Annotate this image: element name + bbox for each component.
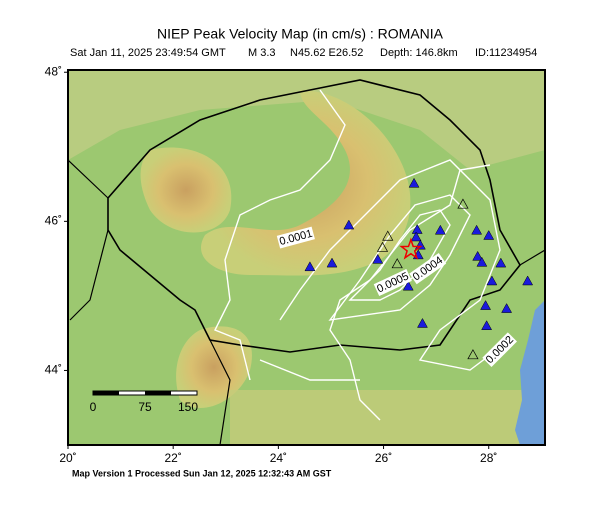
station xyxy=(372,253,384,264)
station xyxy=(480,300,491,310)
station xyxy=(476,256,488,267)
station xyxy=(343,219,355,230)
footer: Map Version 1 Processed Sun Jan 12, 2025… xyxy=(72,468,332,478)
subtitle-part: M 3.3 xyxy=(248,47,276,59)
bulgaria-relief xyxy=(230,390,545,445)
contour-label-bg xyxy=(373,269,412,297)
station xyxy=(481,320,493,330)
contour-0.0005 xyxy=(348,209,451,301)
scale-label: 0 xyxy=(90,400,97,414)
y-tick-label: 48˚ xyxy=(45,64,62,78)
black-sea xyxy=(515,300,545,445)
map-title: NIEP Peak Velocity Map (in cm/s) : ROMAN… xyxy=(157,26,444,42)
subtitle: Sat Jan 11, 2025 23:49:54 GMT M 3.3 N45.62… xyxy=(70,47,537,59)
station xyxy=(472,250,484,261)
station-open xyxy=(457,198,469,209)
scale-label: 150 xyxy=(178,400,198,414)
subtitle-part: Sat Jan 11, 2025 23:49:54 GMT xyxy=(70,47,226,59)
scale-label: 75 xyxy=(138,400,152,414)
borders xyxy=(68,159,545,445)
station-open xyxy=(467,349,479,360)
subtitle-part: Depth: 146.8km xyxy=(380,47,458,59)
scale-bar xyxy=(92,390,198,396)
map-frame xyxy=(67,69,546,446)
station-open xyxy=(376,241,389,252)
station xyxy=(410,231,422,242)
station xyxy=(471,224,483,235)
x-tick-label: 20˚ xyxy=(59,451,76,465)
epicenter xyxy=(399,237,423,260)
station-open xyxy=(391,258,403,269)
station xyxy=(522,275,534,286)
romania-border xyxy=(107,79,521,353)
x-tick-label: 26˚ xyxy=(375,451,392,465)
station xyxy=(495,257,507,268)
station xyxy=(326,257,338,268)
station xyxy=(408,177,420,188)
carpathians xyxy=(201,90,411,276)
subtitle-part: N45.62 E26.52 xyxy=(290,47,363,59)
subtitle-part: ID:11234954 xyxy=(475,47,537,59)
station xyxy=(402,280,414,291)
contour-label-bg xyxy=(276,226,315,249)
y-tick-label: 46˚ xyxy=(45,214,62,228)
station xyxy=(483,229,495,240)
station-open xyxy=(382,230,394,241)
x-tick-label: 24˚ xyxy=(270,451,287,465)
contour-label-bg xyxy=(482,332,517,367)
station xyxy=(501,303,513,313)
balkan-hills xyxy=(176,326,252,409)
station xyxy=(486,275,498,286)
station xyxy=(304,261,316,272)
contour-label-bg xyxy=(409,252,447,285)
x-tick-label: 28˚ xyxy=(480,451,497,465)
apuseni xyxy=(140,147,232,233)
contour-0.0002 xyxy=(259,159,511,381)
station xyxy=(434,224,446,235)
x-tick-label: 22˚ xyxy=(165,451,182,465)
plain xyxy=(68,70,545,170)
y-tick-label: 44˚ xyxy=(45,363,62,377)
station xyxy=(417,317,428,328)
